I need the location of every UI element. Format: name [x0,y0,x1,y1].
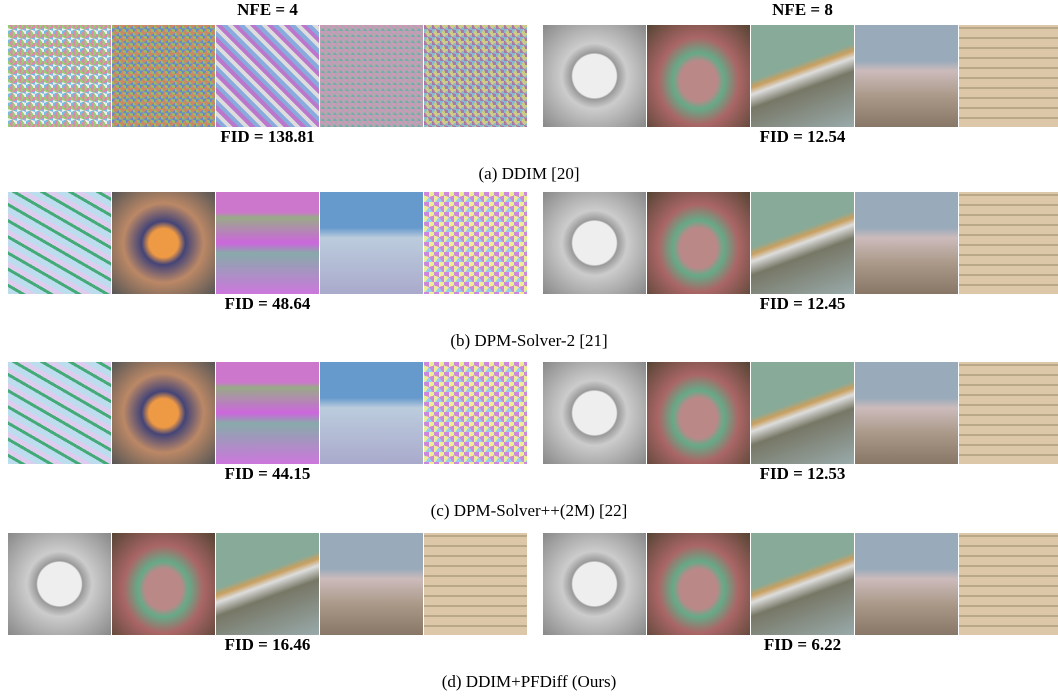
subfigure-caption: (c) DPM-Solver++(2M) [22] [0,501,1058,521]
sample-image [8,362,111,464]
sample-image [959,25,1058,127]
fid-score: FID = 48.64 [118,294,418,314]
sample-image [112,192,215,294]
fid-score: FID = 12.54 [653,127,953,147]
sample-image [424,25,527,127]
sample-image [320,25,423,127]
sample-image [216,533,319,635]
column-header: NFE = 4 [118,0,418,20]
fid-score: FID = 12.53 [653,464,953,484]
sample-image [751,192,854,294]
sample-image [424,362,527,464]
sample-image [543,362,646,464]
sample-image [320,362,423,464]
sample-image [647,362,750,464]
sample-image [112,25,215,127]
figure: NFE = 4 NFE = 8 FID = 138.81 FID = 12.54 (a)… [0,0,1058,698]
fid-score: FID = 6.22 [653,635,953,655]
sample-image [855,362,958,464]
sample-image [216,362,319,464]
column-header: NFE = 8 [653,0,953,20]
sample-image [647,25,750,127]
sample-image [8,533,111,635]
sample-image [855,533,958,635]
sample-image [216,192,319,294]
sample-image [424,192,527,294]
sample-image [543,533,646,635]
fid-score: FID = 12.45 [653,294,953,314]
sample-image [543,25,646,127]
sample-image [543,192,646,294]
fid-score: FID = 138.81 [118,127,418,147]
sample-image [855,192,958,294]
subfigure-caption: (a) DDIM [20] [0,164,1058,184]
fid-score: FID = 44.15 [118,464,418,484]
sample-image [320,533,423,635]
sample-image [112,533,215,635]
sample-image [112,362,215,464]
sample-image [424,533,527,635]
sample-image [8,25,111,127]
sample-image [8,192,111,294]
sample-image [855,25,958,127]
subfigure-caption: (d) DDIM+PFDiff (Ours) [0,672,1058,692]
sample-image [216,25,319,127]
sample-image [751,362,854,464]
sample-image [751,25,854,127]
sample-image [320,192,423,294]
fid-score: FID = 16.46 [118,635,418,655]
sample-image [959,362,1058,464]
sample-image [959,533,1058,635]
sample-image [647,533,750,635]
sample-image [751,533,854,635]
subfigure-caption: (b) DPM-Solver-2 [21] [0,331,1058,351]
sample-image [959,192,1058,294]
sample-image [647,192,750,294]
